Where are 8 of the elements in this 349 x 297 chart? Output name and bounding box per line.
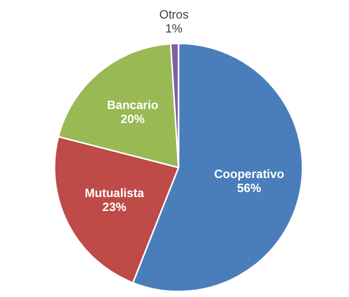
data-label: 56% [237, 180, 262, 195]
slice-label: Otros [159, 8, 189, 22]
data-label: 20% [120, 112, 145, 126]
data-label: 1% [165, 22, 183, 36]
slice-label: Mutualista [84, 186, 144, 200]
slice-label: Cooperativo [214, 166, 284, 181]
data-label: 23% [102, 200, 127, 214]
slice-label: Bancario [106, 98, 158, 112]
